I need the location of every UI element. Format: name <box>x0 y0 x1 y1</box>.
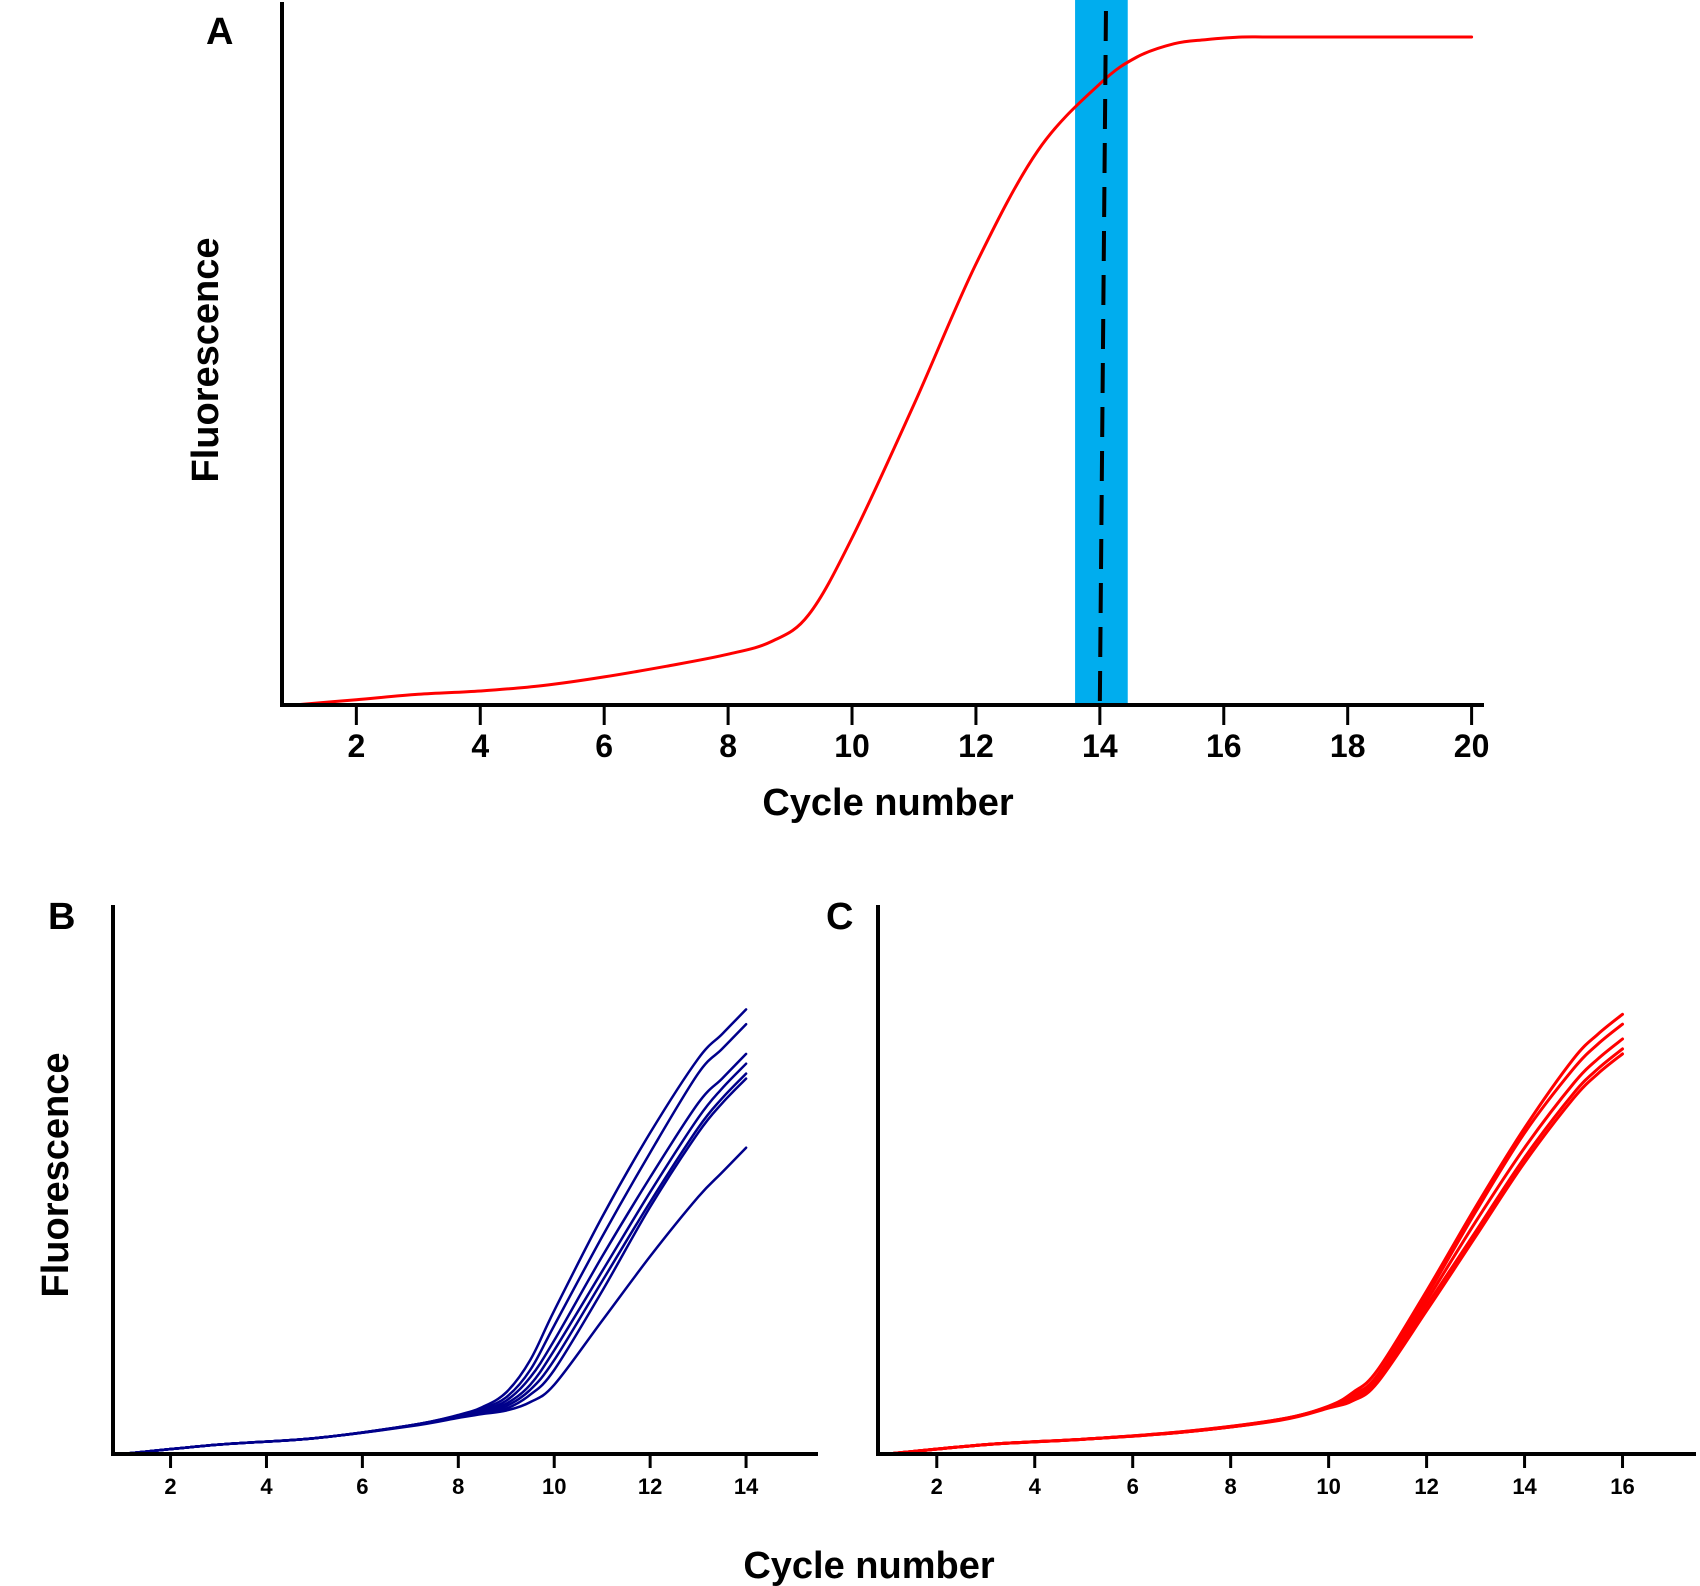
a-x-tick-label: 14 <box>1082 728 1118 764</box>
a-x-tick-label: 12 <box>958 728 994 764</box>
b-x-tick-label: 2 <box>164 1474 176 1499</box>
c-series-line-5 <box>886 1052 1624 1456</box>
panel-c: 2 4 6 8 10 12 14 16 C <box>826 896 1696 1499</box>
b-x-tick-label: 4 <box>260 1474 273 1499</box>
c-x-tick-label: 8 <box>1225 1474 1237 1499</box>
panel-b: 2 4 6 8 10 12 14 B Fluorescence <box>35 896 818 1499</box>
b-x-tick-label: 6 <box>356 1474 368 1499</box>
b-x-tick-label: 12 <box>638 1474 662 1499</box>
c-x-tick-label: 4 <box>1029 1474 1042 1499</box>
c-series-line-4 <box>886 1047 1624 1456</box>
c-series-line-1 <box>886 1012 1624 1456</box>
a-x-tick-label: 8 <box>719 728 737 764</box>
c-x-tick-label: 2 <box>931 1474 943 1499</box>
b-series-line-4 <box>121 1062 748 1456</box>
c-x-tick-label: 10 <box>1316 1474 1340 1499</box>
a-threshold-dashed-line <box>1097 0 1109 702</box>
shared-x-axis-title: Cycle number <box>743 1545 995 1586</box>
b-x-tick-label: 8 <box>452 1474 464 1499</box>
c-series-line-2 <box>886 1022 1624 1456</box>
a-x-tick-label: 6 <box>595 728 613 764</box>
a-x-tick-label: 20 <box>1454 728 1490 764</box>
c-series-line-3 <box>886 1037 1624 1456</box>
a-x-tick-label: 16 <box>1206 728 1242 764</box>
c-x-tick-label: 14 <box>1512 1474 1537 1499</box>
b-series-line-6 <box>121 1077 748 1456</box>
a-x-axis-title: Cycle number <box>762 782 1014 824</box>
panel-label-c: C <box>826 896 853 938</box>
b-y-axis-title: Fluorescence <box>35 1053 77 1298</box>
a-y-axis-title: Fluorescence <box>185 238 227 483</box>
a-x-tick-label: 18 <box>1330 728 1366 764</box>
b-series-line-2 <box>121 1022 748 1456</box>
c-x-tick-label: 6 <box>1127 1474 1139 1499</box>
a-x-tick-label: 2 <box>347 728 365 764</box>
b-x-tick-label: 10 <box>542 1474 566 1499</box>
a-x-tick-label: 4 <box>471 728 489 764</box>
b-series-line-1 <box>121 1008 748 1456</box>
panel-label-a: A <box>206 11 233 53</box>
c-x-tick-label: 16 <box>1610 1474 1634 1499</box>
b-series-line-7 <box>121 1146 748 1456</box>
a-x-tick-label: 10 <box>834 728 870 764</box>
a-series-line-1 <box>292 35 1474 707</box>
b-x-tick-label: 14 <box>734 1474 759 1499</box>
c-x-tick-label: 12 <box>1414 1474 1438 1499</box>
panel-label-b: B <box>48 896 75 938</box>
panel-a: 2 4 6 8 10 12 14 16 18 20 A Fluorescence Cycle nu… <box>185 0 1489 824</box>
